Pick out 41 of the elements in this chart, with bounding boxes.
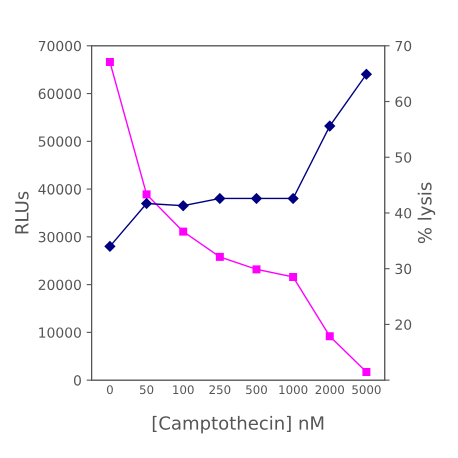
y2-tick-label: 40 xyxy=(395,208,412,218)
point xyxy=(324,120,336,132)
x-tick-label: 250 xyxy=(209,385,230,394)
y2-tick-label: 20 xyxy=(395,319,412,330)
x-tick-label: 0 xyxy=(106,385,113,394)
point xyxy=(142,190,151,198)
point xyxy=(326,332,334,340)
x-tick-label: 2000 xyxy=(316,385,344,394)
y2-tick-label: 60 xyxy=(395,96,412,107)
point xyxy=(251,193,262,204)
point xyxy=(178,200,189,212)
y-tick-label: 0 xyxy=(74,375,81,386)
point xyxy=(141,198,152,209)
y-tick-label: 50000 xyxy=(38,136,81,147)
y2-tick-label: 50 xyxy=(396,152,412,163)
y-tick-label: 20000 xyxy=(38,280,81,290)
y2-axis-title: % lysis xyxy=(418,182,436,244)
point xyxy=(179,228,188,236)
point xyxy=(362,368,370,376)
y-axis-title: RLUs xyxy=(15,192,29,234)
y-tick-label: 30000 xyxy=(38,232,81,242)
x-tick-label: 1000 xyxy=(279,385,308,394)
point xyxy=(289,272,298,281)
y2-tick-label: 30 xyxy=(396,264,412,274)
x-tick-label: 5000 xyxy=(352,385,381,394)
point xyxy=(214,193,226,204)
y-tick-label: 70000 xyxy=(38,40,81,52)
y2-tick-label: 70 xyxy=(396,40,412,52)
point xyxy=(104,240,116,252)
y-tick-label: 60000 xyxy=(38,88,81,100)
point xyxy=(252,265,260,274)
x-axis-title: [Camptothecin] nM xyxy=(152,416,324,434)
x-tick-label: 50 xyxy=(140,385,154,394)
x-tick-label: 100 xyxy=(173,385,194,394)
y-tick-label: 40000 xyxy=(38,184,81,195)
x-tick-label: 500 xyxy=(246,385,267,394)
point xyxy=(288,193,299,204)
point xyxy=(216,252,224,261)
y-tick-label: 10000 xyxy=(39,327,81,338)
point xyxy=(360,68,372,80)
point xyxy=(106,58,114,66)
